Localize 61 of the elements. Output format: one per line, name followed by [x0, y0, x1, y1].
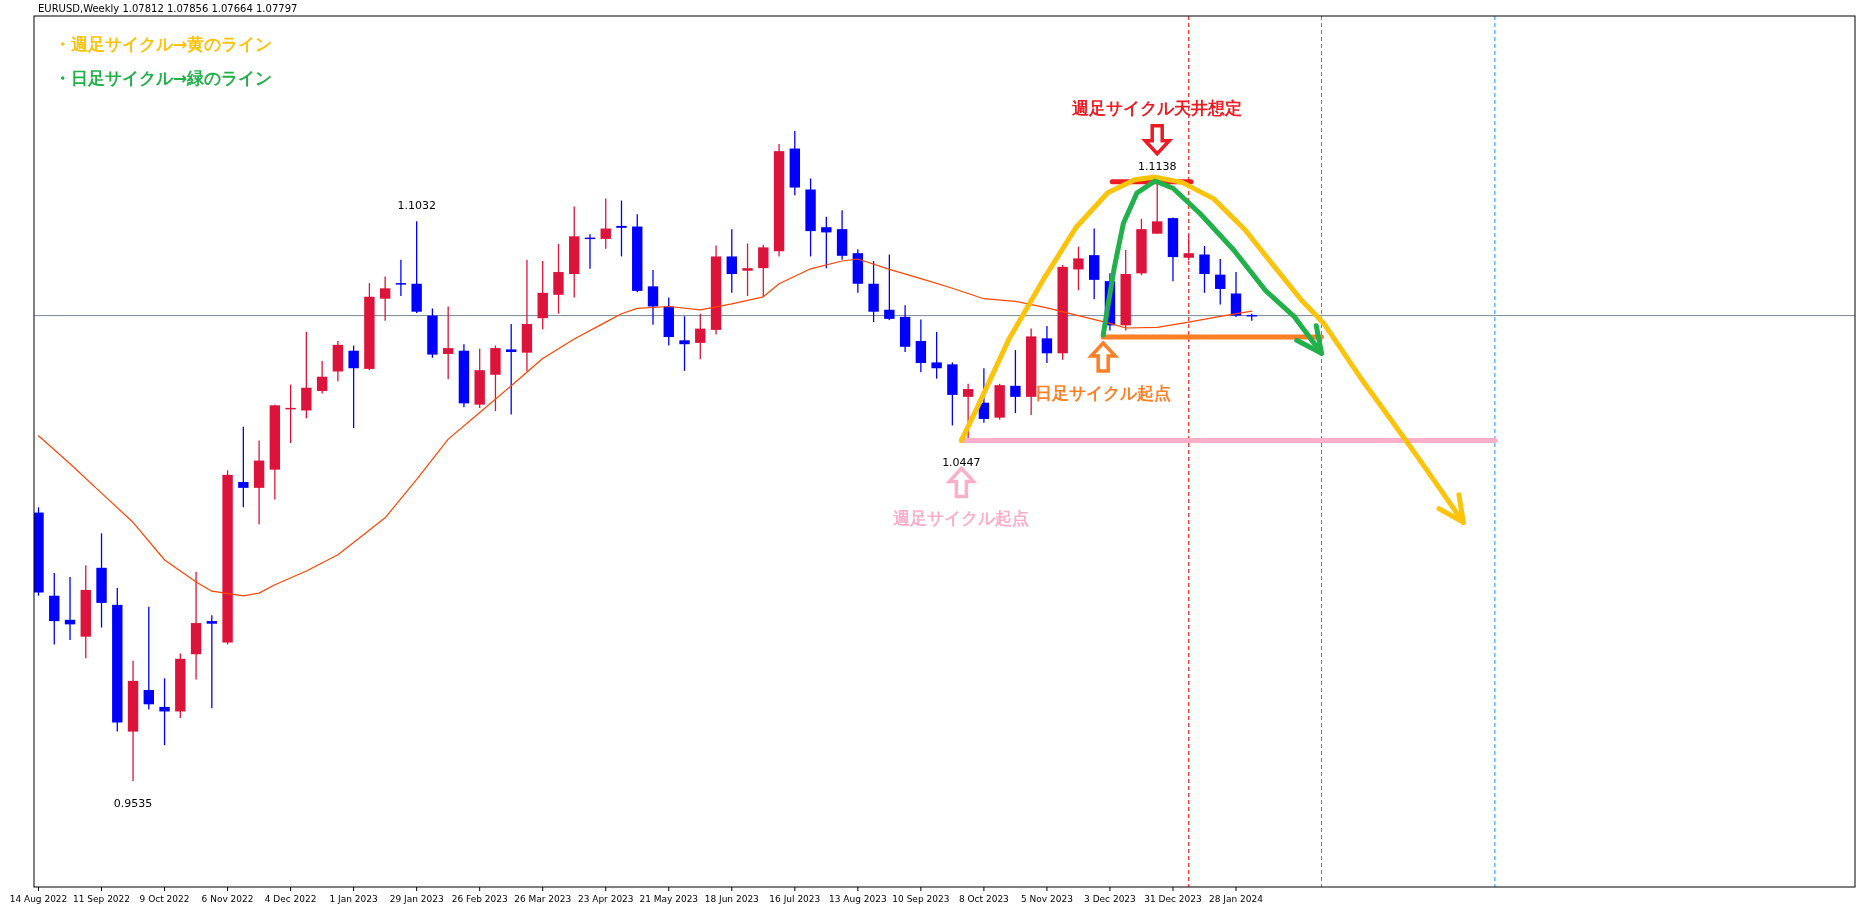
x-tick-label: 16 Jul 2023 — [769, 894, 821, 904]
candlestick — [348, 344, 359, 429]
candlestick — [1041, 325, 1053, 364]
x-tick-label: 18 Jun 2023 — [704, 894, 759, 904]
candlestick — [884, 253, 895, 321]
annotation: 1.1032 — [397, 199, 436, 213]
x-tick-label: 14 Aug 2022 — [9, 894, 68, 904]
candlestick — [1073, 246, 1084, 291]
candlestick — [238, 426, 249, 508]
chart-title: EURUSD,Weekly 1.07812 1.07856 1.07664 1.07797 — [38, 3, 298, 14]
candlestick — [395, 259, 407, 297]
x-tick-label: 9 Oct 2022 — [139, 894, 190, 904]
x-tick-label: 13 Aug 2023 — [829, 894, 887, 904]
candlestick — [1010, 349, 1021, 414]
text: ・日足サイクル→緑のライン — [54, 68, 273, 88]
candlestick — [1199, 245, 1210, 294]
candlestick — [553, 243, 564, 315]
x-tick-label: 26 Feb 2023 — [451, 894, 508, 904]
candlestick — [679, 315, 690, 372]
annotation: 1.1138 — [1137, 159, 1177, 173]
candlestick — [726, 228, 737, 294]
candlestick — [206, 614, 218, 709]
x-tick-label: 10 Sep 2023 — [892, 894, 950, 904]
candlestick — [1183, 234, 1194, 261]
candlestick — [931, 331, 942, 380]
candlestick — [915, 318, 927, 373]
x-tick-label: 26 Mar 2023 — [514, 894, 572, 904]
x-tick-label: 29 Jan 2023 — [389, 894, 444, 904]
annotation: 1.0447 — [942, 456, 981, 470]
x-tick-label: 8 Oct 2023 — [958, 894, 1009, 904]
candlestick — [379, 275, 391, 322]
candlestick — [1230, 271, 1242, 318]
candlestick — [758, 244, 769, 298]
x-tick-label: 1 Jan 2023 — [329, 894, 378, 904]
candlestick — [159, 677, 170, 746]
candlestick — [647, 269, 659, 326]
x-tick-label: 5 Nov 2023 — [1020, 894, 1073, 904]
candlestick — [442, 305, 454, 380]
annotation: 0.9535 — [113, 797, 153, 810]
x-tick-label: 11 Sep 2022 — [73, 894, 131, 904]
candlestick — [821, 216, 832, 269]
x-tick-label: 28 Jan 2024 — [1209, 894, 1264, 904]
candlestick — [1215, 258, 1226, 306]
annotation: 週足サイクル起点 — [892, 508, 1030, 529]
candlestick — [616, 199, 627, 258]
candlestick — [301, 331, 312, 419]
candlestick — [506, 323, 517, 416]
x-tick-label: 31 Dec 2023 — [1144, 894, 1202, 904]
candlestick — [600, 197, 611, 250]
candlestick — [316, 360, 328, 395]
x-tick-label: 3 Dec 2023 — [1084, 894, 1136, 904]
candlestick — [695, 313, 706, 360]
annotation: 日足サイクル起点 — [1035, 383, 1172, 404]
text: ・週足サイクル→黄のライン — [54, 34, 273, 54]
text: 週足サイクル天井想定 — [1071, 97, 1243, 118]
candlestick — [143, 606, 154, 711]
x-tick-label: 4 Dec 2022 — [264, 894, 317, 904]
candlestick — [742, 242, 753, 297]
x-tick-label: 23 Apr 2023 — [577, 894, 634, 904]
x-tick-label: 21 May 2023 — [639, 894, 699, 904]
x-tick-label: 6 Nov 2022 — [201, 894, 254, 904]
